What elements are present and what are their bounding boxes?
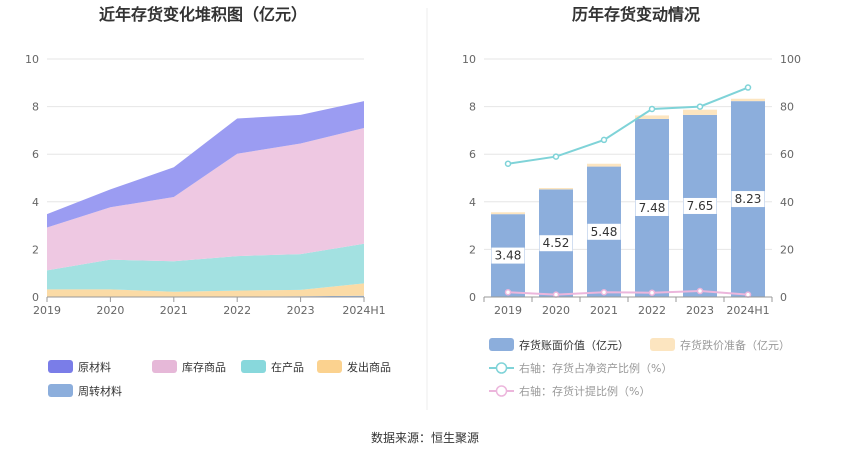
y2-tick-label: 80: [780, 101, 794, 114]
line-point: [600, 288, 608, 296]
x-tick-label: 2022: [223, 304, 251, 317]
legend-swatch: [48, 360, 73, 373]
y2-tick-label: 40: [780, 196, 794, 209]
legend-label: 右轴：存货占净资产比例（%）: [519, 361, 672, 375]
bar-value-label: 5.48: [591, 225, 618, 239]
bar-label-background: [587, 223, 621, 240]
legend-label: 周转材料: [78, 384, 122, 398]
bar-impairment: [635, 115, 669, 119]
x-tick-label: 2019: [494, 304, 522, 317]
area-series: [47, 128, 364, 271]
y2-tick-label: 0: [780, 291, 787, 304]
line-point: [696, 287, 704, 295]
legend-swatch: [489, 338, 514, 351]
legend-marker: [495, 362, 508, 374]
legend-swatch: [48, 384, 73, 397]
y-tick-label: 6: [469, 148, 476, 161]
x-tick-label: 2020: [542, 304, 570, 317]
legend-swatch: [241, 360, 266, 373]
right-chart-title: 历年存货变动情况: [572, 5, 700, 24]
line-point: [648, 289, 656, 296]
x-tick-label: 2024H1: [726, 304, 769, 317]
line-point: [504, 288, 512, 296]
y-tick-label: 10: [462, 53, 476, 66]
line-point: [648, 105, 656, 113]
x-tick-label: 2021: [590, 304, 618, 317]
legend-label: 存货账面价值（亿元）: [519, 338, 629, 352]
bar-impairment: [683, 109, 717, 115]
bar-impairment: [539, 187, 573, 190]
y-tick-label: 8: [32, 101, 39, 114]
legend-swatch: [317, 360, 342, 373]
bar-label-background: [731, 191, 765, 208]
bar-value-label: 7.65: [687, 199, 714, 213]
bar-label-background: [491, 247, 525, 264]
area-series: [47, 283, 364, 297]
bar-impairment: [731, 98, 765, 102]
y-tick-label: 4: [469, 196, 476, 209]
data-source: 数据来源：恒生聚源: [371, 430, 479, 445]
line-point: [504, 160, 512, 167]
bar-value-label: 3.48: [495, 249, 522, 263]
bar-label-background: [635, 199, 669, 216]
legend-swatch: [650, 338, 675, 351]
line-series: [507, 86, 749, 165]
line-series: [507, 290, 749, 296]
line-point: [744, 84, 752, 91]
left-area-chart: 0 2 4 6 8 10 2019 2020 2021 2022 2023 2024H1 原材料 库存商品…: [25, 53, 391, 398]
y-tick-label: 0: [469, 291, 476, 304]
y-tick-label: 10: [25, 53, 39, 66]
line-point: [552, 153, 560, 160]
y-tick-label: 0: [32, 291, 39, 304]
legend-swatch: [152, 360, 177, 373]
legend-label: 在产品: [271, 360, 304, 374]
x-tick-label: 2023: [686, 304, 714, 317]
left-chart-title: 近年存货变化堆积图（亿元）: [99, 5, 307, 24]
x-tick-label: 2021: [160, 304, 188, 317]
x-tick-label: 2022: [638, 304, 666, 317]
y-tick-label: 8: [469, 101, 476, 114]
x-tick-label: 2024H1: [342, 304, 385, 317]
y-tick-label: 2: [469, 243, 476, 256]
y2-tick-label: 20: [780, 243, 794, 256]
bar-value-label: 7.48: [639, 201, 666, 215]
bar-impairment: [587, 163, 621, 167]
y2-tick-label: 100: [780, 53, 801, 66]
line-point: [552, 291, 560, 298]
y-tick-label: 6: [32, 148, 39, 161]
y-tick-label: 4: [32, 196, 39, 209]
legend-label: 右轴：存货计提比例（%）: [519, 384, 650, 398]
x-tick-label: 2019: [33, 304, 61, 317]
line-point: [696, 103, 704, 110]
bar-label-background: [539, 235, 573, 252]
legend-label: 存货跌价准备（亿元）: [680, 338, 790, 352]
area-series: [47, 101, 364, 228]
legend-label: 原材料: [78, 360, 111, 374]
legend-label: 发出商品: [347, 360, 391, 374]
bar-value-label: 4.52: [543, 236, 570, 250]
bar-label-background: [683, 197, 717, 214]
y-tick-label: 2: [32, 243, 39, 256]
legend-marker: [495, 385, 508, 397]
line-point: [744, 291, 752, 298]
x-tick-label: 2023: [287, 304, 315, 317]
legend-label: 库存商品: [182, 360, 226, 374]
bar-value-label: 8.23: [735, 192, 762, 206]
y2-tick-label: 60: [780, 148, 794, 161]
area-series: [47, 243, 364, 292]
bar-impairment: [491, 212, 525, 215]
x-tick-label: 2020: [96, 304, 124, 317]
line-point: [600, 136, 608, 144]
